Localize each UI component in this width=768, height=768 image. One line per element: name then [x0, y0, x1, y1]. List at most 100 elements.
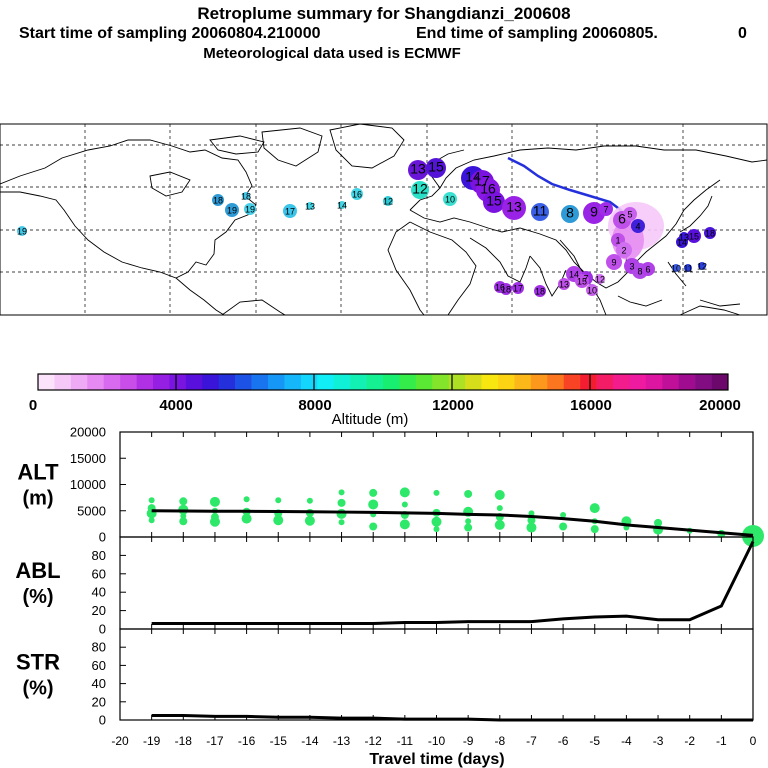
colorbar-swatch: [498, 374, 515, 390]
alt-scatter-point: [590, 525, 599, 534]
str-line: [151, 713, 753, 722]
plume-marker: [242, 192, 250, 200]
x-tick-label: -14: [301, 734, 319, 748]
alt-line: [151, 509, 754, 537]
plume-day-label: 11: [533, 203, 548, 219]
plume-day-label: 13: [305, 202, 315, 212]
colorbar-swatch: [103, 374, 121, 390]
met-data-label: Meteorological data used is ECMWF: [203, 45, 461, 62]
plume-day-label: 14: [337, 201, 347, 211]
plume-marker: [531, 203, 549, 221]
plume-day-label: 7: [583, 274, 588, 284]
x-tick-label: -19: [143, 734, 161, 748]
charts: 0 5000 10000 15000 20000 ALT (m) 0 20 40 60 80 ABL (%…: [15, 425, 764, 768]
colorbar-swatch: [350, 374, 367, 390]
plume-marker: [338, 201, 346, 209]
colorbar-swatch: [547, 374, 565, 390]
plume-day-label: 9: [590, 204, 598, 220]
plume-day-label: 15: [577, 277, 587, 287]
plume-marker: [306, 202, 314, 210]
x-tick-label: -7: [526, 734, 537, 748]
alt-scatter-point: [368, 499, 379, 510]
alt-scatter-point: [433, 526, 440, 533]
y-tick-label: 80: [92, 640, 106, 655]
plume-day-label: 14: [569, 270, 579, 280]
plume-day-label: 18: [535, 287, 545, 297]
alt-scatter-point: [465, 518, 472, 525]
plume-marker: [561, 205, 579, 223]
colorbar-tick-label: 8000: [298, 397, 331, 414]
x-tick-label: -4: [621, 734, 632, 748]
plume-marker: [698, 262, 706, 270]
plume-marker: [687, 229, 701, 243]
colorbar-swatch: [268, 374, 285, 390]
alt-scatter-point: [336, 508, 347, 519]
plume-day-label: 17: [513, 284, 523, 294]
plume-day-label: 19: [245, 205, 255, 215]
y-tick-label: 20: [92, 694, 106, 709]
colorbar-swatch: [711, 374, 729, 390]
alt-scatter-point: [304, 515, 315, 526]
plume-day-label: 14: [465, 169, 481, 185]
alt-scatter-point: [589, 503, 600, 514]
colorbar-swatch: [465, 374, 482, 390]
alt-scatter-point: [209, 496, 220, 507]
y-tick-label: 20000: [70, 425, 106, 440]
plume-day-label: 13: [559, 280, 569, 290]
end-time-suffix: 0: [738, 25, 747, 42]
plume-day-label: 7: [603, 205, 608, 215]
colorbar-swatch: [481, 374, 499, 390]
colorbar-swatch: [678, 374, 696, 390]
plume-day-label: 8: [637, 267, 642, 277]
plume-marker: [641, 262, 655, 276]
alt-scatter-point: [306, 497, 313, 504]
y-tick-label: 0: [99, 713, 106, 728]
plume-marker: [244, 203, 256, 215]
str-ylabel-unit: (%): [22, 678, 53, 700]
plume-day-label: 12: [412, 181, 428, 197]
plume-marker: [212, 194, 224, 206]
plume-day-label: 19: [17, 227, 27, 237]
alt-scatter-point: [369, 488, 378, 497]
alt-scatter-point: [148, 517, 155, 524]
plume-day-label: 10: [445, 195, 455, 205]
colorbar-swatch: [645, 374, 663, 390]
colorbar-swatch: [202, 374, 220, 390]
plume-day-label: 6: [618, 211, 626, 227]
plume-marker: [351, 188, 363, 200]
start-time-label: Start time of sampling 20060804.210000: [19, 25, 321, 42]
plume-day-label: 1: [615, 236, 620, 246]
x-tick-label: -2: [684, 734, 695, 748]
colorbar-swatch: [448, 374, 466, 390]
alt-scatter-point: [180, 513, 187, 519]
plume-marker: [595, 274, 605, 284]
plume-day-label: 19: [227, 206, 237, 216]
abl-ylabel-name: ABL: [15, 558, 60, 583]
colorbar-swatch: [530, 374, 548, 390]
colorbar-swatch: [432, 374, 450, 390]
plume-day-label: 13: [410, 161, 426, 177]
colorbar-swatch: [70, 374, 88, 390]
plume-marker: [575, 274, 589, 288]
plume-day-label: 16: [495, 283, 505, 293]
plume-day-label: 10: [671, 264, 681, 274]
plume-day-label: 4: [635, 222, 640, 232]
alt-scatter-point: [742, 524, 764, 547]
plume-marker: [599, 202, 613, 216]
plume-day-label: 18: [501, 285, 511, 295]
plume-day-label: 18: [213, 196, 223, 206]
colorbar-swatch: [317, 374, 335, 390]
x-tick-label: -8: [494, 734, 505, 748]
plume-marker: [586, 284, 598, 296]
x-tick-label: 0: [750, 734, 757, 748]
colorbar-swatch: [136, 374, 154, 390]
y-tick-label: 20: [92, 603, 106, 618]
abl-ylabel-unit: (%): [22, 586, 53, 608]
plume-day-label: 16: [480, 181, 496, 197]
plume-day-label: 8: [566, 205, 574, 221]
y-tick-label: 80: [92, 548, 106, 563]
map-blobs: [17, 158, 716, 297]
x-tick-label: -1: [716, 734, 727, 748]
plume-day-label: 14: [677, 238, 687, 248]
